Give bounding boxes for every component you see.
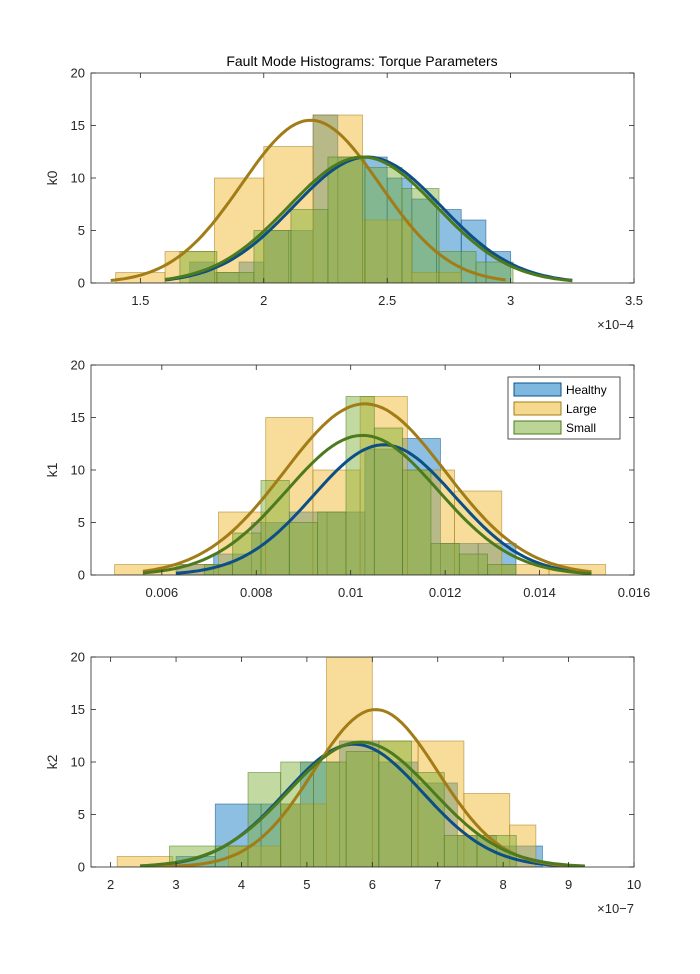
bar-small-8 <box>443 835 478 867</box>
plot-content <box>116 657 585 867</box>
plot-content <box>110 114 573 283</box>
bar-healthy-9 <box>386 177 413 283</box>
bar-small-3 <box>288 522 319 575</box>
legend-swatch-large <box>513 401 562 416</box>
x-tick-label: 3 <box>507 293 514 308</box>
bar-small-3 <box>290 209 329 283</box>
bar-small-5 <box>364 167 403 283</box>
y-tick-label: 0 <box>78 568 85 583</box>
x-tick-label: 0.006 <box>146 585 179 600</box>
histogram-large <box>116 657 537 867</box>
legend-swatch-healthy <box>513 382 562 397</box>
histogram-healthy <box>189 114 511 283</box>
panel-k2: 0 5 10 15 20 2 3 4 5 6 7 8 9 10 k2 ×10−7 <box>44 650 641 917</box>
fit-curve-small <box>140 740 585 867</box>
y-tick-label: 0 <box>78 860 85 875</box>
x-tick-label: 0.014 <box>523 585 556 600</box>
bar-small-5 <box>345 751 380 867</box>
bar-healthy-5 <box>364 448 404 575</box>
bar-large-3 <box>280 803 327 867</box>
bar-small-9 <box>458 553 489 575</box>
bar-small-10 <box>487 564 517 575</box>
x-tick-label: 6 <box>369 877 376 892</box>
x-tick-label: 2 <box>260 293 267 308</box>
bar-small-6 <box>378 740 412 867</box>
y-axis-label: k0 <box>44 170 60 185</box>
fit-curve-small <box>164 155 573 283</box>
bar-healthy-7 <box>337 156 363 283</box>
x-tick-label: 5 <box>303 877 310 892</box>
y-tick-label: 5 <box>78 515 85 530</box>
bar-small-1 <box>216 272 255 283</box>
y-tick-label: 5 <box>78 223 85 238</box>
x-tick-label: 9 <box>565 877 572 892</box>
y-tick-label: 10 <box>71 171 85 186</box>
y-tick-label: 20 <box>71 650 85 665</box>
x-tick-label: 0.008 <box>240 585 273 600</box>
x-tick-label: 2.5 <box>378 293 396 308</box>
bar-small-4 <box>327 156 366 283</box>
bar-large-6 <box>411 272 462 283</box>
y-tick-label: 20 <box>71 66 85 81</box>
y-axis-label: k2 <box>44 754 60 769</box>
y-tick-label: 15 <box>71 702 85 717</box>
plot-area <box>91 657 634 867</box>
legend: Healthy Large Small <box>507 376 621 440</box>
legend-swatch-small <box>513 420 562 435</box>
x-tick-label: 3.5 <box>625 293 643 308</box>
fit-curve-small <box>142 433 592 575</box>
y-tick-label: 5 <box>78 807 85 822</box>
x-exponent-label: ×10−7 <box>597 901 634 916</box>
x-tick-label: 10 <box>627 877 641 892</box>
legend-label-small: Small <box>566 421 596 435</box>
fit-curve-large <box>110 118 506 282</box>
bar-small-4 <box>317 511 347 575</box>
bar-small-5 <box>345 396 375 575</box>
x-tick-label: 4 <box>238 877 245 892</box>
bar-small-4 <box>313 761 347 867</box>
x-tick-label: 0.01 <box>338 585 363 600</box>
x-tick-label: 0.016 <box>618 585 651 600</box>
bar-large-6 <box>417 740 465 867</box>
x-tick-label: 7 <box>434 877 441 892</box>
x-exponent-label: ×10−4 <box>597 317 634 332</box>
bar-large-3 <box>263 146 314 283</box>
x-tick-label: 8 <box>500 877 507 892</box>
legend-label-large: Large <box>566 402 597 416</box>
y-tick-label: 0 <box>78 276 85 291</box>
y-tick-label: 10 <box>71 463 85 478</box>
y-tick-label: 15 <box>71 410 85 425</box>
x-tick-label: 0.012 <box>429 585 462 600</box>
x-tick-label: 2 <box>107 877 114 892</box>
bar-large-4 <box>312 114 363 283</box>
fit-curve-large <box>142 402 592 574</box>
bar-large-4 <box>359 396 408 575</box>
legend-label-healthy: Healthy <box>566 383 607 397</box>
panel-k0: 0 5 10 15 20 1.5 2 2.5 3 3.5 k0 ×10−4 <box>44 66 643 333</box>
bar-large-5 <box>362 219 413 283</box>
bar-small-2 <box>247 772 282 867</box>
plot-content <box>114 396 607 575</box>
y-tick-label: 15 <box>71 118 85 133</box>
y-tick-label: 10 <box>71 755 85 770</box>
fit-curve-healthy <box>175 443 578 575</box>
x-tick-label: 3 <box>172 877 179 892</box>
bar-small-7 <box>402 469 432 575</box>
bar-large-5 <box>371 740 419 867</box>
y-axis-label: k1 <box>44 462 60 477</box>
figure-title: Fault Mode Histograms: Torque Parameters <box>226 53 497 69</box>
x-tick-label: 1.5 <box>131 293 149 308</box>
y-tick-label: 20 <box>71 358 85 373</box>
